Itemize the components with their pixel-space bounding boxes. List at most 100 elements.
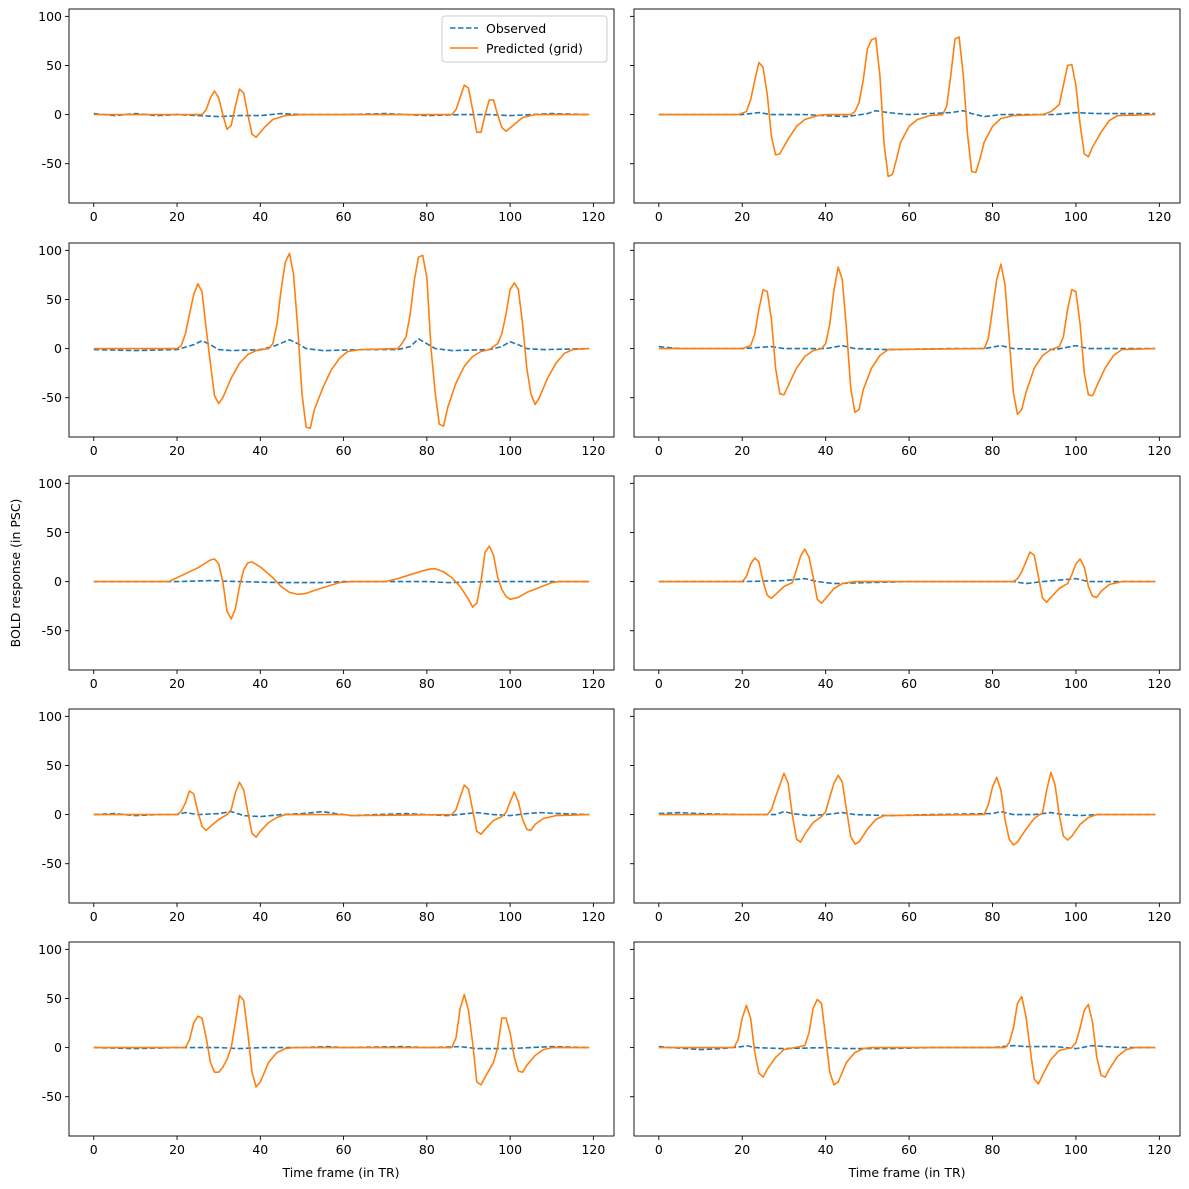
predicted-line: [93, 545, 590, 620]
x-tick-label: 20: [734, 1142, 750, 1157]
x-tick-label: 60: [901, 909, 917, 924]
observed-line: [658, 109, 1156, 118]
x-tick-label: 100: [1064, 1142, 1088, 1157]
x-tick-label: 120: [1147, 909, 1171, 924]
x-tick-label: 40: [252, 909, 268, 924]
x-tick-label: 120: [1147, 676, 1171, 691]
x-tick-label: 20: [734, 209, 750, 224]
subplot-4: 0 20 40 60 80 100 120: [630, 242, 1181, 458]
x-tick-label: 0: [655, 676, 663, 691]
x-tick-label: 120: [581, 909, 605, 924]
x-tick-label: 40: [252, 443, 268, 458]
x-tick-label: 0: [655, 209, 663, 224]
predicted-line: [658, 263, 1156, 416]
y-tick-label: 100: [38, 9, 62, 24]
x-tick-label: 40: [252, 209, 268, 224]
axes-frame: [633, 475, 1181, 671]
x-tick-label: 60: [336, 676, 352, 691]
x-tick-label: 100: [1064, 443, 1088, 458]
axes-frame: [633, 708, 1181, 904]
y-tick-label: 0: [54, 107, 62, 122]
subplot-3: 0 20 40 60 80 100 120 -50 0 50 100: [38, 242, 615, 458]
y-tick-label: 0: [54, 1040, 62, 1055]
x-tick-label: 0: [90, 209, 98, 224]
x-tick-label: 100: [1064, 909, 1088, 924]
x-tick-label: 20: [734, 443, 750, 458]
x-tick-label: 60: [336, 443, 352, 458]
x-tick-label: 20: [734, 676, 750, 691]
predicted-line: [93, 252, 590, 429]
x-axis-label-left: Time frame (in TR): [281, 1165, 399, 1180]
x-tick-label: 100: [498, 1142, 522, 1157]
predicted-line: [658, 36, 1156, 178]
x-tick-label: 120: [581, 209, 605, 224]
y-tick-label: 0: [54, 574, 62, 589]
x-tick-label: 40: [252, 1142, 268, 1157]
y-tick-label: 50: [46, 758, 62, 773]
subplot-10: 0 20 40 60 80 100 120: [630, 941, 1181, 1157]
x-tick-label: 0: [655, 443, 663, 458]
x-tick-label: 80: [419, 676, 435, 691]
x-tick-label: 60: [901, 676, 917, 691]
axes-frame: [68, 708, 615, 904]
x-tick-label: 100: [498, 209, 522, 224]
x-tick-label: 60: [336, 909, 352, 924]
x-tick-label: 80: [419, 1142, 435, 1157]
x-tick-label: 80: [985, 676, 1001, 691]
axes-frame: [68, 242, 615, 438]
x-tick-label: 0: [90, 909, 98, 924]
subplot-8: 0 20 40 60 80 100 120: [630, 708, 1181, 924]
subplot-7: 0 20 40 60 80 100 120 -50 0 50 100: [38, 708, 615, 924]
axes-frame: [68, 475, 615, 671]
axes-frame: [633, 8, 1181, 204]
x-tick-label: 0: [90, 443, 98, 458]
y-tick-label: 100: [38, 942, 62, 957]
predicted-line: [658, 771, 1156, 846]
legend: Observed Predicted (grid): [441, 15, 608, 63]
predicted-line: [93, 993, 590, 1088]
x-tick-label: 80: [419, 209, 435, 224]
axes-frame: [68, 8, 615, 204]
y-tick-label: 50: [46, 525, 62, 540]
y-tick-label: 0: [54, 807, 62, 822]
y-tick-label: 50: [46, 292, 62, 307]
x-tick-label: 120: [1147, 1142, 1171, 1157]
x-tick-label: 40: [818, 443, 834, 458]
x-tick-label: 0: [655, 909, 663, 924]
x-tick-label: 120: [1147, 443, 1171, 458]
predicted-line: [658, 548, 1156, 604]
predicted-line: [93, 781, 590, 838]
x-tick-label: 0: [90, 676, 98, 691]
x-tick-label: 80: [985, 443, 1001, 458]
x-tick-label: 20: [169, 1142, 185, 1157]
legend-box: [441, 15, 608, 63]
subplot-5: 0 20 40 60 80 100 120 -50 0 50 100: [38, 475, 615, 691]
x-tick-label: 20: [734, 909, 750, 924]
x-tick-label: 80: [985, 1142, 1001, 1157]
x-tick-label: 100: [1064, 209, 1088, 224]
axes-frame: [633, 242, 1181, 438]
x-tick-label: 20: [169, 209, 185, 224]
x-tick-label: 100: [1064, 676, 1088, 691]
x-tick-label: 60: [901, 1142, 917, 1157]
x-tick-label: 120: [581, 443, 605, 458]
y-tick-label: 100: [38, 709, 62, 724]
x-tick-label: 80: [985, 909, 1001, 924]
y-tick-label: -50: [42, 390, 62, 405]
y-tick-label: -50: [42, 1089, 62, 1104]
x-tick-label: 20: [169, 443, 185, 458]
x-tick-label: 40: [818, 1142, 834, 1157]
x-tick-label: 120: [581, 1142, 605, 1157]
y-tick-label: 100: [38, 243, 62, 258]
x-tick-label: 100: [498, 909, 522, 924]
x-axis-label-right: Time frame (in TR): [847, 1165, 965, 1180]
x-tick-label: 0: [655, 1142, 663, 1157]
x-tick-label: 60: [336, 209, 352, 224]
predicted-line: [658, 995, 1156, 1086]
legend-predicted-label: Predicted (grid): [486, 41, 583, 56]
observed-line: [93, 112, 590, 118]
axes-frame: [633, 941, 1181, 1137]
axes-frame: [68, 941, 615, 1137]
